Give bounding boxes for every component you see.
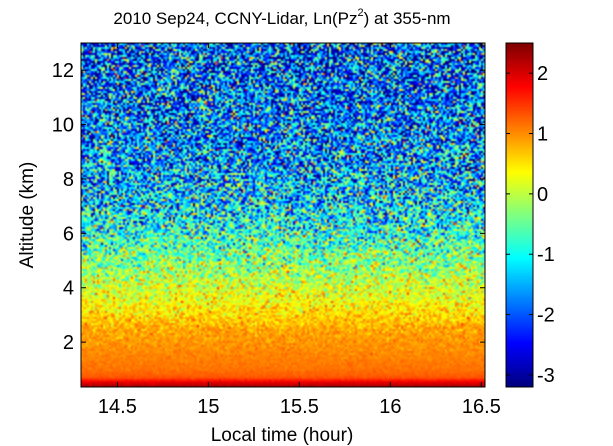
heatmap-image: [81, 43, 485, 387]
colorbar-frame: [505, 42, 534, 388]
colorbar-tick-label: -1: [537, 244, 555, 266]
y-axis-label: Altitude (km): [17, 162, 38, 269]
chart-title-prefix: 2010 Sep24, CCNY-Lidar, Ln(Pz: [113, 9, 357, 28]
colorbar-tick-label: 2: [537, 63, 548, 85]
y-tick-label: 4: [63, 278, 74, 300]
colorbar: [506, 43, 533, 387]
plot-frame: [80, 42, 486, 388]
y-tick-label: 6: [63, 223, 74, 245]
x-tick-label: 15.5: [280, 396, 319, 418]
colorbar-tick-label: -3: [537, 365, 555, 387]
x-axis-label: Local time (hour): [211, 425, 354, 446]
y-tick-label: 10: [52, 115, 74, 137]
colorbar-tick-label: 0: [537, 184, 548, 206]
y-axis: 2 4 6 8 10 12: [52, 60, 485, 354]
y-tick-label: 8: [63, 169, 74, 191]
x-tick-label: 16.5: [462, 396, 501, 418]
chart-title: 2010 Sep24, CCNY-Lidar, Ln(Pz2) at 355-n…: [113, 7, 450, 28]
y-tick-label: 12: [52, 60, 74, 82]
chart-title-superscript: 2: [358, 7, 364, 19]
colorbar-tick-label: 1: [537, 124, 548, 146]
x-tick-label: 16: [379, 396, 401, 418]
chart-title-suffix: ) at 355-nm: [364, 9, 451, 28]
x-tick-label: 15: [197, 396, 219, 418]
x-tick-label: 14.5: [98, 396, 137, 418]
x-axis: 14.5 15 15.5 16 16.5: [98, 43, 501, 418]
colorbar-tick-label: -2: [537, 305, 555, 327]
colorbar-axis: 2 1 0 -1 -2 -3: [506, 63, 555, 387]
y-tick-label: 2: [63, 332, 74, 354]
